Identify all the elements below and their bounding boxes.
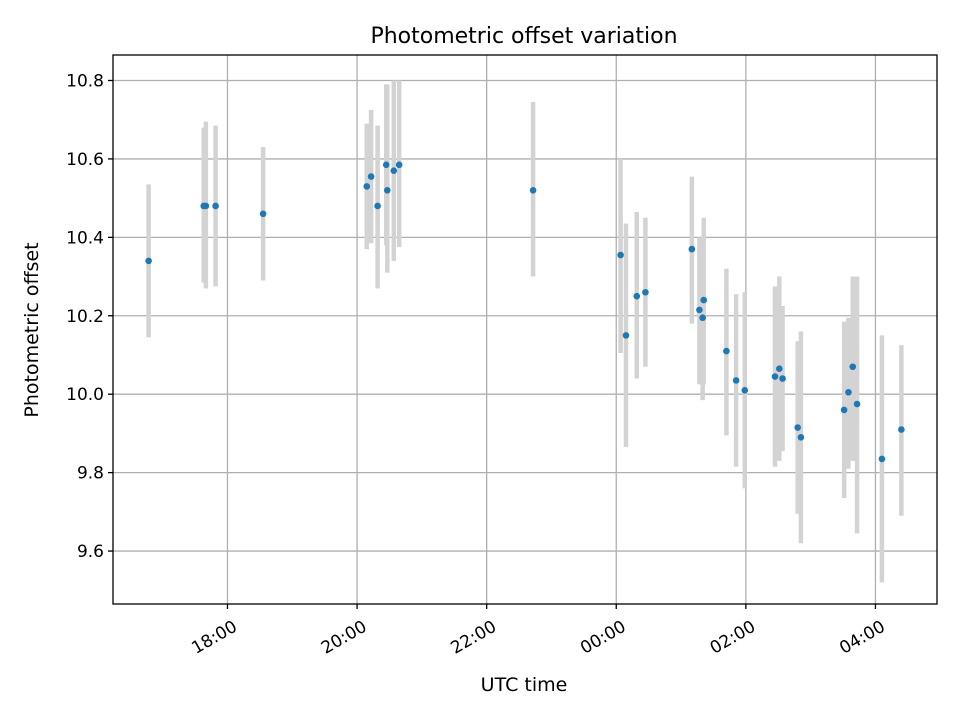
- data-point: [853, 400, 861, 408]
- data-point: [732, 377, 740, 384]
- y-axis: 9.6 9.8 10.0 10.2 10.4 10.6 10.8: [66, 71, 113, 562]
- data-point: [390, 167, 398, 174]
- data-point: [374, 202, 381, 210]
- y-axis-label: Photometric offset: [21, 242, 43, 417]
- x-tick-label: 04:00: [836, 617, 888, 659]
- data-point: [633, 292, 641, 300]
- data-point: [771, 373, 779, 380]
- data-point: [794, 424, 801, 431]
- data-point: [145, 257, 152, 265]
- data-point: [642, 288, 649, 296]
- data-point: [363, 183, 371, 190]
- data-points: [145, 161, 905, 463]
- x-tick-label: 20:00: [318, 617, 370, 659]
- data-point: [797, 434, 805, 441]
- data-point: [699, 314, 706, 322]
- data-point: [723, 347, 730, 355]
- y-tick-label: 10.8: [66, 71, 104, 91]
- data-point: [898, 426, 905, 433]
- data-point: [384, 186, 391, 194]
- x-axis: 18:00 20:00 22:00 00:00 02:00 04:00: [188, 604, 889, 659]
- data-point: [840, 406, 848, 414]
- data-point: [382, 161, 390, 169]
- data-point: [696, 306, 703, 314]
- y-tick-label: 10.0: [66, 385, 104, 405]
- data-point: [688, 245, 696, 253]
- chart-title: Photometric offset variation: [370, 24, 677, 49]
- data-point: [741, 386, 749, 394]
- y-tick-label: 10.4: [66, 228, 104, 248]
- y-tick-label: 10.2: [66, 307, 104, 327]
- error-bars: [146, 80, 904, 583]
- x-tick-label: 02:00: [707, 617, 759, 659]
- data-point: [849, 363, 857, 371]
- x-tick-label: 00:00: [577, 617, 629, 659]
- y-tick-label: 10.6: [66, 150, 104, 170]
- data-point: [779, 375, 786, 382]
- data-point: [617, 251, 624, 259]
- data-point: [845, 388, 852, 396]
- data-point: [200, 202, 208, 210]
- y-tick-label: 9.6: [77, 542, 104, 562]
- data-point: [259, 210, 267, 218]
- plot-frame: [112, 54, 938, 605]
- x-tick-label: 22:00: [448, 617, 500, 659]
- grid: [113, 55, 937, 604]
- data-point: [212, 202, 219, 210]
- data-point: [878, 455, 886, 463]
- x-axis-label: UTC time: [481, 674, 568, 696]
- data-point: [367, 173, 375, 180]
- x-tick-label: 18:00: [188, 617, 240, 659]
- data-point: [622, 332, 630, 339]
- data-point: [529, 186, 537, 194]
- data-point: [776, 365, 783, 373]
- data-point: [700, 296, 708, 304]
- data-point: [395, 161, 403, 169]
- y-tick-label: 9.8: [77, 464, 104, 484]
